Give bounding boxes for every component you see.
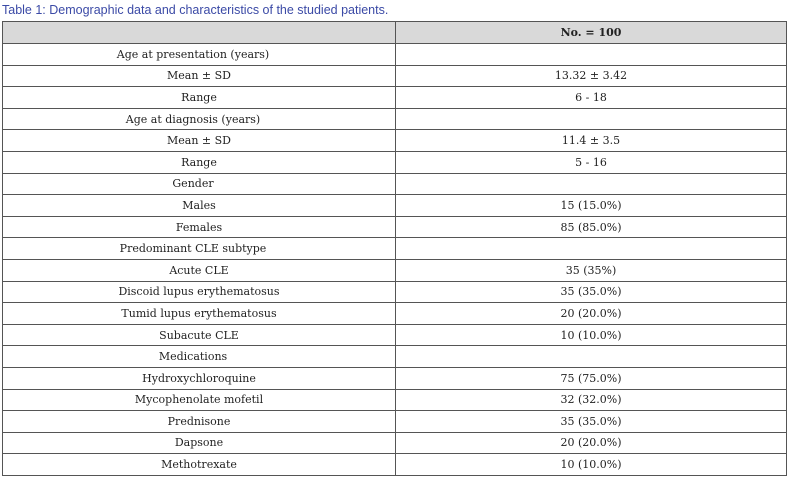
table-row: Females 85 (85.0%) xyxy=(2,215,787,239)
section-label-cell: Age at diagnosis (years) xyxy=(2,107,396,131)
row-label-cell: Acute CLE xyxy=(2,258,396,282)
row-value-cell: 35 (35.0%) xyxy=(395,410,787,433)
row-value-cell: 13.32 ± 3.42 xyxy=(395,64,787,88)
row-label-cell: Discoid lupus erythematosus xyxy=(2,280,396,304)
table-section-row: Gender xyxy=(2,172,787,196)
row-value-cell xyxy=(395,172,787,196)
row-label-cell: Females xyxy=(2,215,396,239)
table-row: Discoid lupus erythematosus 35 (35.0%) xyxy=(2,280,787,304)
table-row: Subacute CLE 10 (10.0%) xyxy=(2,323,787,347)
row-label-cell: Males xyxy=(2,194,396,217)
row-label-cell: Prednisone xyxy=(2,410,396,433)
table-row: Acute CLE 35 (35%) xyxy=(2,258,787,282)
row-label-cell: Range xyxy=(2,150,396,174)
table-section-row: Age at presentation (years) xyxy=(2,43,787,66)
row-value-cell: 35 (35%) xyxy=(395,258,787,282)
table-caption: Table 1: Demographic data and characteri… xyxy=(2,2,388,18)
table-row: Hydroxychloroquine 75 (75.0%) xyxy=(2,366,787,390)
row-label-cell: Dapsone xyxy=(2,431,396,455)
row-label-cell: Mean ± SD xyxy=(2,129,396,152)
row-value-cell: 20 (20.0%) xyxy=(395,302,787,325)
header-cell-count: No. = 100 xyxy=(395,21,787,44)
table-row: Range 5 - 16 xyxy=(2,150,787,174)
table-row: Range 6 - 18 xyxy=(2,86,787,109)
table-section-row: Age at diagnosis (years) xyxy=(2,107,787,131)
table-row: Methotrexate 10 (10.0%) xyxy=(2,453,787,476)
table-caption-text: Demographic data and characteristics of … xyxy=(45,3,389,17)
row-value-cell: 35 (35.0%) xyxy=(395,280,787,304)
row-value-cell: 75 (75.0%) xyxy=(395,366,787,390)
table-row: Tumid lupus erythematosus 20 (20.0%) xyxy=(2,302,787,325)
section-label-cell: Gender xyxy=(2,172,396,196)
row-value-cell xyxy=(395,237,787,260)
demographics-table: No. = 100 Age at presentation (years) Mea… xyxy=(2,21,787,476)
row-label-cell: Methotrexate xyxy=(2,453,396,476)
row-value-cell: 5 - 16 xyxy=(395,150,787,174)
row-value-cell: 32 (32.0%) xyxy=(395,388,787,412)
row-value-cell xyxy=(395,107,787,131)
row-label-cell: Subacute CLE xyxy=(2,323,396,347)
row-label-cell: Tumid lupus erythematosus xyxy=(2,302,396,325)
table-header-row: No. = 100 xyxy=(2,21,787,44)
row-label-cell: Range xyxy=(2,86,396,109)
table-body: Age at presentation (years) Mean ± SD 13.3… xyxy=(2,43,787,476)
row-value-cell: 11.4 ± 3.5 xyxy=(395,129,787,152)
table-caption-label: Table 1: xyxy=(2,3,46,17)
row-value-cell: 10 (10.0%) xyxy=(395,323,787,347)
row-label-cell: Mycophenolate mofetil xyxy=(2,388,396,412)
section-label-cell: Medications xyxy=(2,345,396,368)
table-section-row: Predominant CLE subtype xyxy=(2,237,787,260)
row-label-cell: Mean ± SD xyxy=(2,64,396,88)
row-value-cell: 85 (85.0%) xyxy=(395,215,787,239)
row-label-cell: Hydroxychloroquine xyxy=(2,366,396,390)
table-row: Mycophenolate mofetil 32 (32.0%) xyxy=(2,388,787,412)
section-label-cell: Age at presentation (years) xyxy=(2,43,396,66)
table-row: Prednisone 35 (35.0%) xyxy=(2,410,787,433)
table-row: Males 15 (15.0%) xyxy=(2,194,787,217)
row-value-cell xyxy=(395,43,787,66)
table-section-row: Medications xyxy=(2,345,787,368)
table-row: Mean ± SD 13.32 ± 3.42 xyxy=(2,64,787,88)
row-value-cell: 6 - 18 xyxy=(395,86,787,109)
table-row: Dapsone 20 (20.0%) xyxy=(2,431,787,455)
row-value-cell xyxy=(395,345,787,368)
row-value-cell: 15 (15.0%) xyxy=(395,194,787,217)
row-value-cell: 10 (10.0%) xyxy=(395,453,787,476)
section-label-cell: Predominant CLE subtype xyxy=(2,237,396,260)
row-value-cell: 20 (20.0%) xyxy=(395,431,787,455)
table-row: Mean ± SD 11.4 ± 3.5 xyxy=(2,129,787,152)
header-cell-characteristic xyxy=(2,21,396,44)
